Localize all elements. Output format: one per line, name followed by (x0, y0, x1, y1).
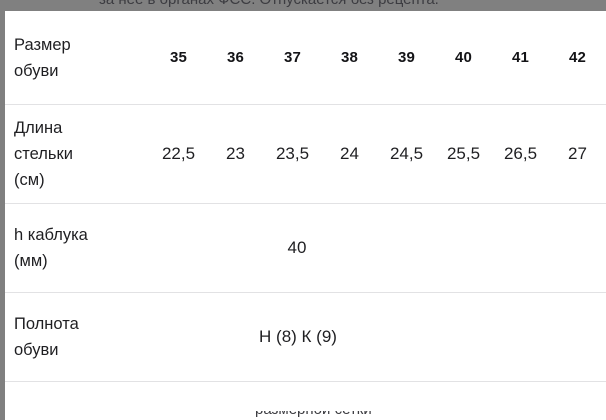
row-label-shoe-size: Размер обуви (5, 11, 150, 105)
clipped-paragraph-bottom-text: размерной сетки (255, 411, 372, 420)
size-header-cell-40: 40 (435, 11, 492, 105)
size-header-cell-38: 38 (321, 11, 378, 105)
row-label-shoe-width-line-1: Полнота (14, 315, 79, 333)
insole-length-cell-7: 26,5 (492, 104, 549, 204)
insole-length-cell-1: 22,5 (150, 104, 207, 204)
heel-height-value: 40 (287, 238, 307, 257)
size-header-cell-39: 39 (378, 11, 435, 105)
table-row-insole-length: Длина стельки (см) 22,5 23 23,5 24 24,5 … (5, 104, 606, 204)
row-label-insole-length-line-2: стельки (14, 145, 73, 163)
shoe-size-table: Размер обуви 35 36 37 38 39 40 41 42 Дли… (5, 11, 606, 382)
row-label-shoe-width-line-2: обуви (14, 341, 59, 359)
row-label-heel-height-line-1: h каблука (14, 226, 88, 244)
shoe-width-value: Н (8) К (9) (259, 327, 337, 346)
row-label-insole-length-line-3: (см) (14, 171, 45, 189)
row-label-shoe-size-line-1: Размер (14, 35, 71, 54)
row-label-shoe-width: Полнота обуви (5, 292, 150, 382)
insole-length-cell-6: 25,5 (435, 104, 492, 204)
table-row-shoe-size: Размер обуви 35 36 37 38 39 40 41 42 (5, 11, 606, 105)
shoe-size-table-container: Размер обуви 35 36 37 38 39 40 41 42 Дли… (5, 11, 606, 411)
clipped-paragraph-top: за неё в органах ФСС. Отпускается без ре… (5, 0, 606, 11)
heel-height-value-cell: 40 (150, 203, 606, 293)
row-label-insole-length: Длина стельки (см) (5, 104, 150, 204)
size-header-cell-41: 41 (492, 11, 549, 105)
insole-length-cell-8: 27 (549, 104, 606, 204)
shoe-width-value-cell: Н (8) К (9) (150, 292, 606, 382)
size-header-cell-37: 37 (264, 11, 321, 105)
shoe-size-table-body: Размер обуви 35 36 37 38 39 40 41 42 Дли… (5, 11, 606, 382)
row-label-heel-height-line-2: (мм) (14, 252, 48, 270)
row-label-shoe-size-line-2: обуви (14, 61, 59, 80)
insole-length-cell-2: 23 (207, 104, 264, 204)
size-header-cell-42: 42 (549, 11, 606, 105)
table-row-shoe-width: Полнота обуви Н (8) К (9) (5, 292, 606, 382)
insole-length-cell-3: 23,5 (264, 104, 321, 204)
size-header-cell-35: 35 (150, 11, 207, 105)
table-row-heel-height: h каблука (мм) 40 (5, 203, 606, 293)
insole-length-cell-4: 24 (321, 104, 378, 204)
row-label-insole-length-line-1: Длина (14, 119, 63, 137)
clipped-paragraph-bottom: размерной сетки (5, 411, 606, 420)
row-label-heel-height: h каблука (мм) (5, 203, 150, 293)
page-left-gutter (0, 0, 5, 420)
clipped-paragraph-top-text: за неё в органах ФСС. Отпускается без ре… (99, 0, 439, 11)
size-header-cell-36: 36 (207, 11, 264, 105)
insole-length-cell-5: 24,5 (378, 104, 435, 204)
